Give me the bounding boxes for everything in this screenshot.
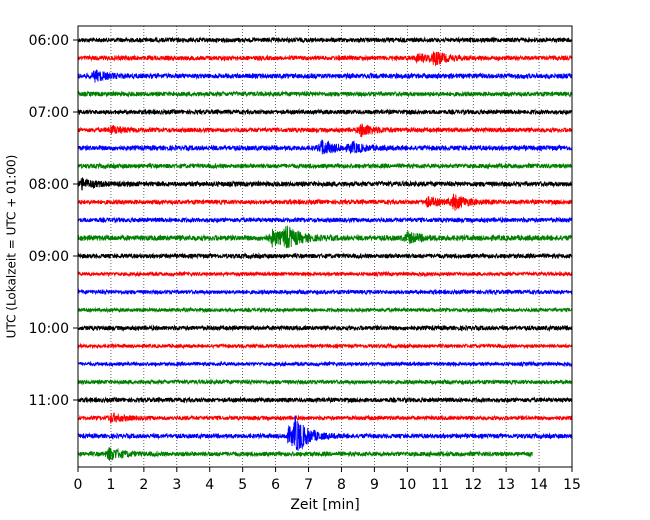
y-tick-label: 08:00 [29,177,69,193]
trace-1145 [77,447,533,461]
x-tick-label: 7 [304,477,313,493]
x-tick-label: 15 [563,477,581,493]
trace-0930 [77,288,573,296]
trace-0715 [77,123,573,138]
y-tick-label: 07:00 [29,105,69,121]
trace-0815 [77,193,573,211]
trace-1130 [77,415,573,451]
x-axis-ticks: 0 1 2 3 4 5 6 7 8 9 10 11 12 13 14 15 [74,467,581,493]
y-axis-ticks: 06:00 07:00 08:00 09:00 10:00 11:00 [29,33,78,409]
trace-0630 [77,68,573,83]
trace-1015 [77,342,573,350]
trace-0730 [77,139,573,155]
seismic-traces [77,36,573,461]
x-axis-label: Zeit [min] [290,497,359,513]
trace-0700 [77,108,573,116]
y-tick-label: 06:00 [29,33,69,49]
x-tick-label: 1 [106,477,115,493]
trace-0830 [77,216,573,224]
trace-0745 [77,162,573,170]
y-tick-label: 10:00 [29,321,69,337]
trace-0600 [77,36,573,44]
x-tick-label: 11 [431,477,449,493]
y-tick-label: 11:00 [29,393,69,409]
x-tick-label: 5 [238,477,247,493]
x-tick-label: 10 [398,477,416,493]
trace-0645 [77,90,573,98]
x-tick-label: 12 [464,477,482,493]
trace-1000 [77,324,573,332]
plot-frame [77,25,573,468]
trace-0615 [77,51,573,66]
trace-0900 [77,252,573,260]
x-tick-label: 14 [530,477,548,493]
x-tick-label: 6 [271,477,280,493]
y-axis-label: UTC (Lokalzeit = UTC + 01:00) [5,155,19,339]
trace-1115 [77,412,573,424]
trace-1045 [77,378,573,386]
x-tick-label: 0 [74,477,83,493]
x-tick-label: 13 [497,477,515,493]
x-tick-label: 4 [205,477,214,493]
x-tick-label: 3 [172,477,181,493]
trace-0915 [77,270,573,278]
x-tick-label: 9 [370,477,379,493]
trace-0845 [77,225,573,249]
x-tick-label: 2 [139,477,148,493]
x-tick-label: 8 [337,477,346,493]
trace-1030 [77,360,573,368]
trace-0945 [77,306,573,314]
trace-1100 [77,396,573,404]
y-tick-label: 09:00 [29,249,69,265]
trace-0800 [77,177,573,191]
